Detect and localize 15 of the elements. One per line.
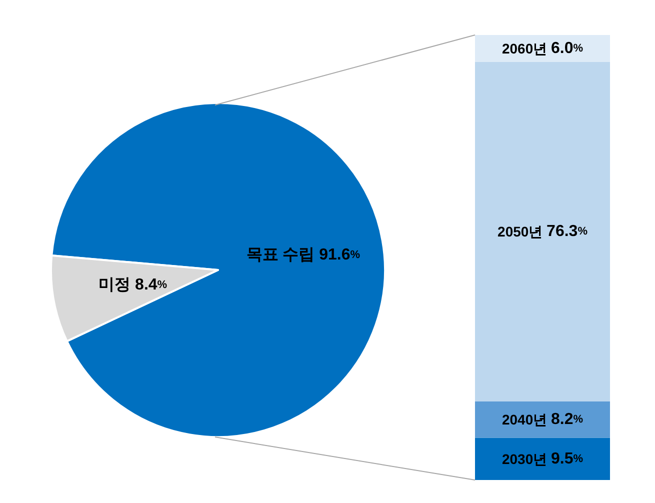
bar <box>475 401 610 438</box>
data-label: 8.2% <box>551 410 584 428</box>
series-label: 2040년 <box>502 411 552 428</box>
series-label: 2030년 <box>502 450 552 467</box>
data-label: 8.4% <box>135 276 168 294</box>
data-label: 91.6% <box>319 246 360 264</box>
slice-label: 미정 <box>98 276 136 294</box>
data-label: 9.5% <box>551 450 584 468</box>
series-label: 2050년 <box>498 223 547 240</box>
data-label: 76.3% <box>546 222 588 240</box>
series-label: 2060년 <box>502 40 552 56</box>
data-label: 6.0% <box>551 40 584 57</box>
slice-label: 목표 수립 <box>246 246 320 264</box>
bar <box>475 62 610 402</box>
bar <box>475 438 610 480</box>
